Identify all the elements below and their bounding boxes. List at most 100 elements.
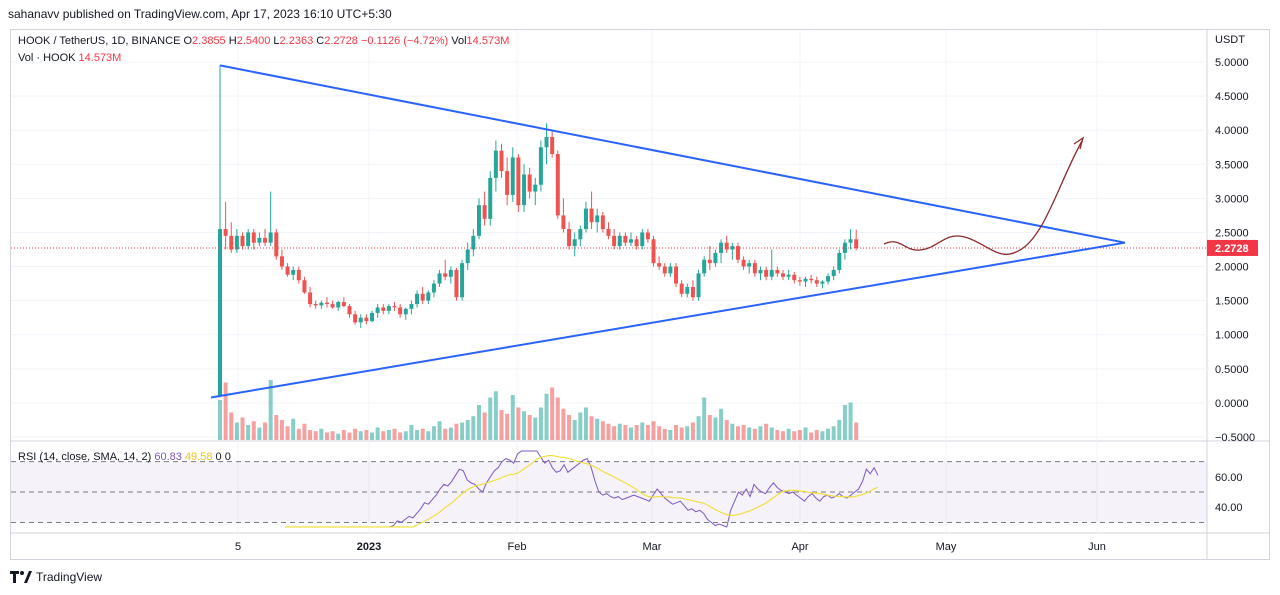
candle-body (600, 215, 605, 230)
candle-body (747, 263, 752, 267)
volume-bar (702, 397, 707, 440)
candle-body (617, 235, 622, 247)
volume-bar (386, 430, 391, 440)
candle-body (493, 150, 498, 178)
open-label: O (183, 35, 193, 47)
candle-body (488, 177, 493, 219)
candle-body (527, 174, 532, 192)
candle-body (392, 306, 397, 308)
candle-body (437, 273, 442, 284)
open-value: 2.3855 (192, 35, 226, 47)
candle-body (724, 242, 729, 250)
volume-bar (488, 397, 493, 440)
candle-body (263, 237, 268, 243)
volume-bar (234, 422, 239, 440)
volume-bar (555, 397, 560, 440)
volume-bar (752, 428, 757, 440)
candle-body (606, 229, 611, 236)
volume-bar (420, 428, 425, 440)
volume-bar (668, 430, 673, 440)
volume-legend[interactable]: Vol · HOOK 14.573M (18, 52, 121, 64)
volume-bar (268, 380, 273, 440)
rsi-legend[interactable]: RSI (14, close, SMA, 14, 2) 60.83 49.58 … (18, 451, 231, 463)
volume-bar (296, 428, 301, 440)
volume-bar (493, 391, 498, 440)
candle-body (454, 269, 459, 298)
rsi-label: RSI (14, close, SMA, 14, 2) (18, 451, 152, 463)
volume-bar (522, 411, 527, 440)
rsi-sma-line (285, 455, 879, 528)
candle-body (471, 235, 476, 250)
volume-bar (674, 425, 679, 440)
candle-body (460, 263, 465, 298)
volume-bar (263, 422, 268, 440)
volume-bar (274, 415, 279, 440)
volume-bar (223, 382, 228, 440)
candle-body (623, 235, 628, 243)
candle-body (510, 157, 515, 195)
volume-bar (606, 423, 611, 440)
vol-label: Vol (451, 35, 467, 47)
symbol-legend[interactable]: HOOK / TetherUS, 1D, BINANCE O2.3855 H2.… (18, 35, 509, 47)
volume-bar (837, 420, 842, 440)
candle-body (465, 249, 470, 264)
candle-body (792, 274, 797, 281)
volume-bar (758, 426, 763, 440)
candle-body (533, 184, 538, 192)
candle-body (572, 239, 577, 247)
x-tick-label: 5 (235, 541, 241, 553)
volume-label: Vol · HOOK (18, 52, 76, 64)
x-tick-label: Feb (508, 541, 527, 553)
volume-bar (713, 417, 718, 440)
volume-bar (336, 433, 341, 440)
lower-trendline (210, 241, 1126, 399)
candle-body (218, 229, 222, 397)
y-tick-label: −0.5000 (1215, 432, 1255, 444)
candle-body (775, 269, 780, 274)
volume-bar (685, 426, 690, 440)
tradingview-brand[interactable]: TradingView (10, 570, 102, 584)
rsi-extra-2: 0 (224, 451, 231, 463)
volume-bar (583, 407, 588, 440)
volume-bar (341, 430, 346, 440)
volume-bar (589, 416, 594, 440)
volume-bar (364, 430, 369, 440)
volume-bar (398, 432, 403, 440)
candle-body (381, 307, 386, 311)
candle-body (409, 304, 414, 309)
candle-body (685, 287, 690, 294)
volume-bar (431, 426, 436, 440)
volume-bar (460, 422, 465, 440)
volume-bar (499, 410, 504, 440)
candle-body (589, 208, 594, 223)
candle-body (758, 269, 763, 274)
candle-body (668, 266, 673, 274)
volume-bar (403, 431, 408, 440)
volume-bar (781, 431, 785, 440)
volume-bar (544, 393, 549, 440)
volume-bar (319, 428, 324, 440)
candle-body (358, 317, 363, 323)
candle-body (583, 208, 588, 230)
candle-body (837, 252, 842, 270)
volume-bar (724, 420, 729, 440)
candlesticks (218, 65, 859, 398)
x-tick-label: May (936, 541, 957, 553)
candle-body (324, 302, 329, 305)
candle-body (353, 314, 358, 323)
candle-body (640, 232, 645, 247)
candle-body (707, 259, 712, 264)
candle-body (505, 171, 510, 195)
volume-bar (324, 432, 329, 440)
volume-bar (747, 427, 752, 440)
volume-bar (218, 400, 222, 440)
volume-bar (645, 425, 650, 440)
candle-body (612, 235, 617, 247)
y-tick-label: 3.5000 (1215, 159, 1249, 171)
candle-body (476, 205, 481, 236)
y-tick-label: 4.5000 (1215, 91, 1249, 103)
candle-body (645, 232, 650, 240)
volume-bar (471, 416, 476, 440)
close-value: 2.2728 (324, 35, 358, 47)
